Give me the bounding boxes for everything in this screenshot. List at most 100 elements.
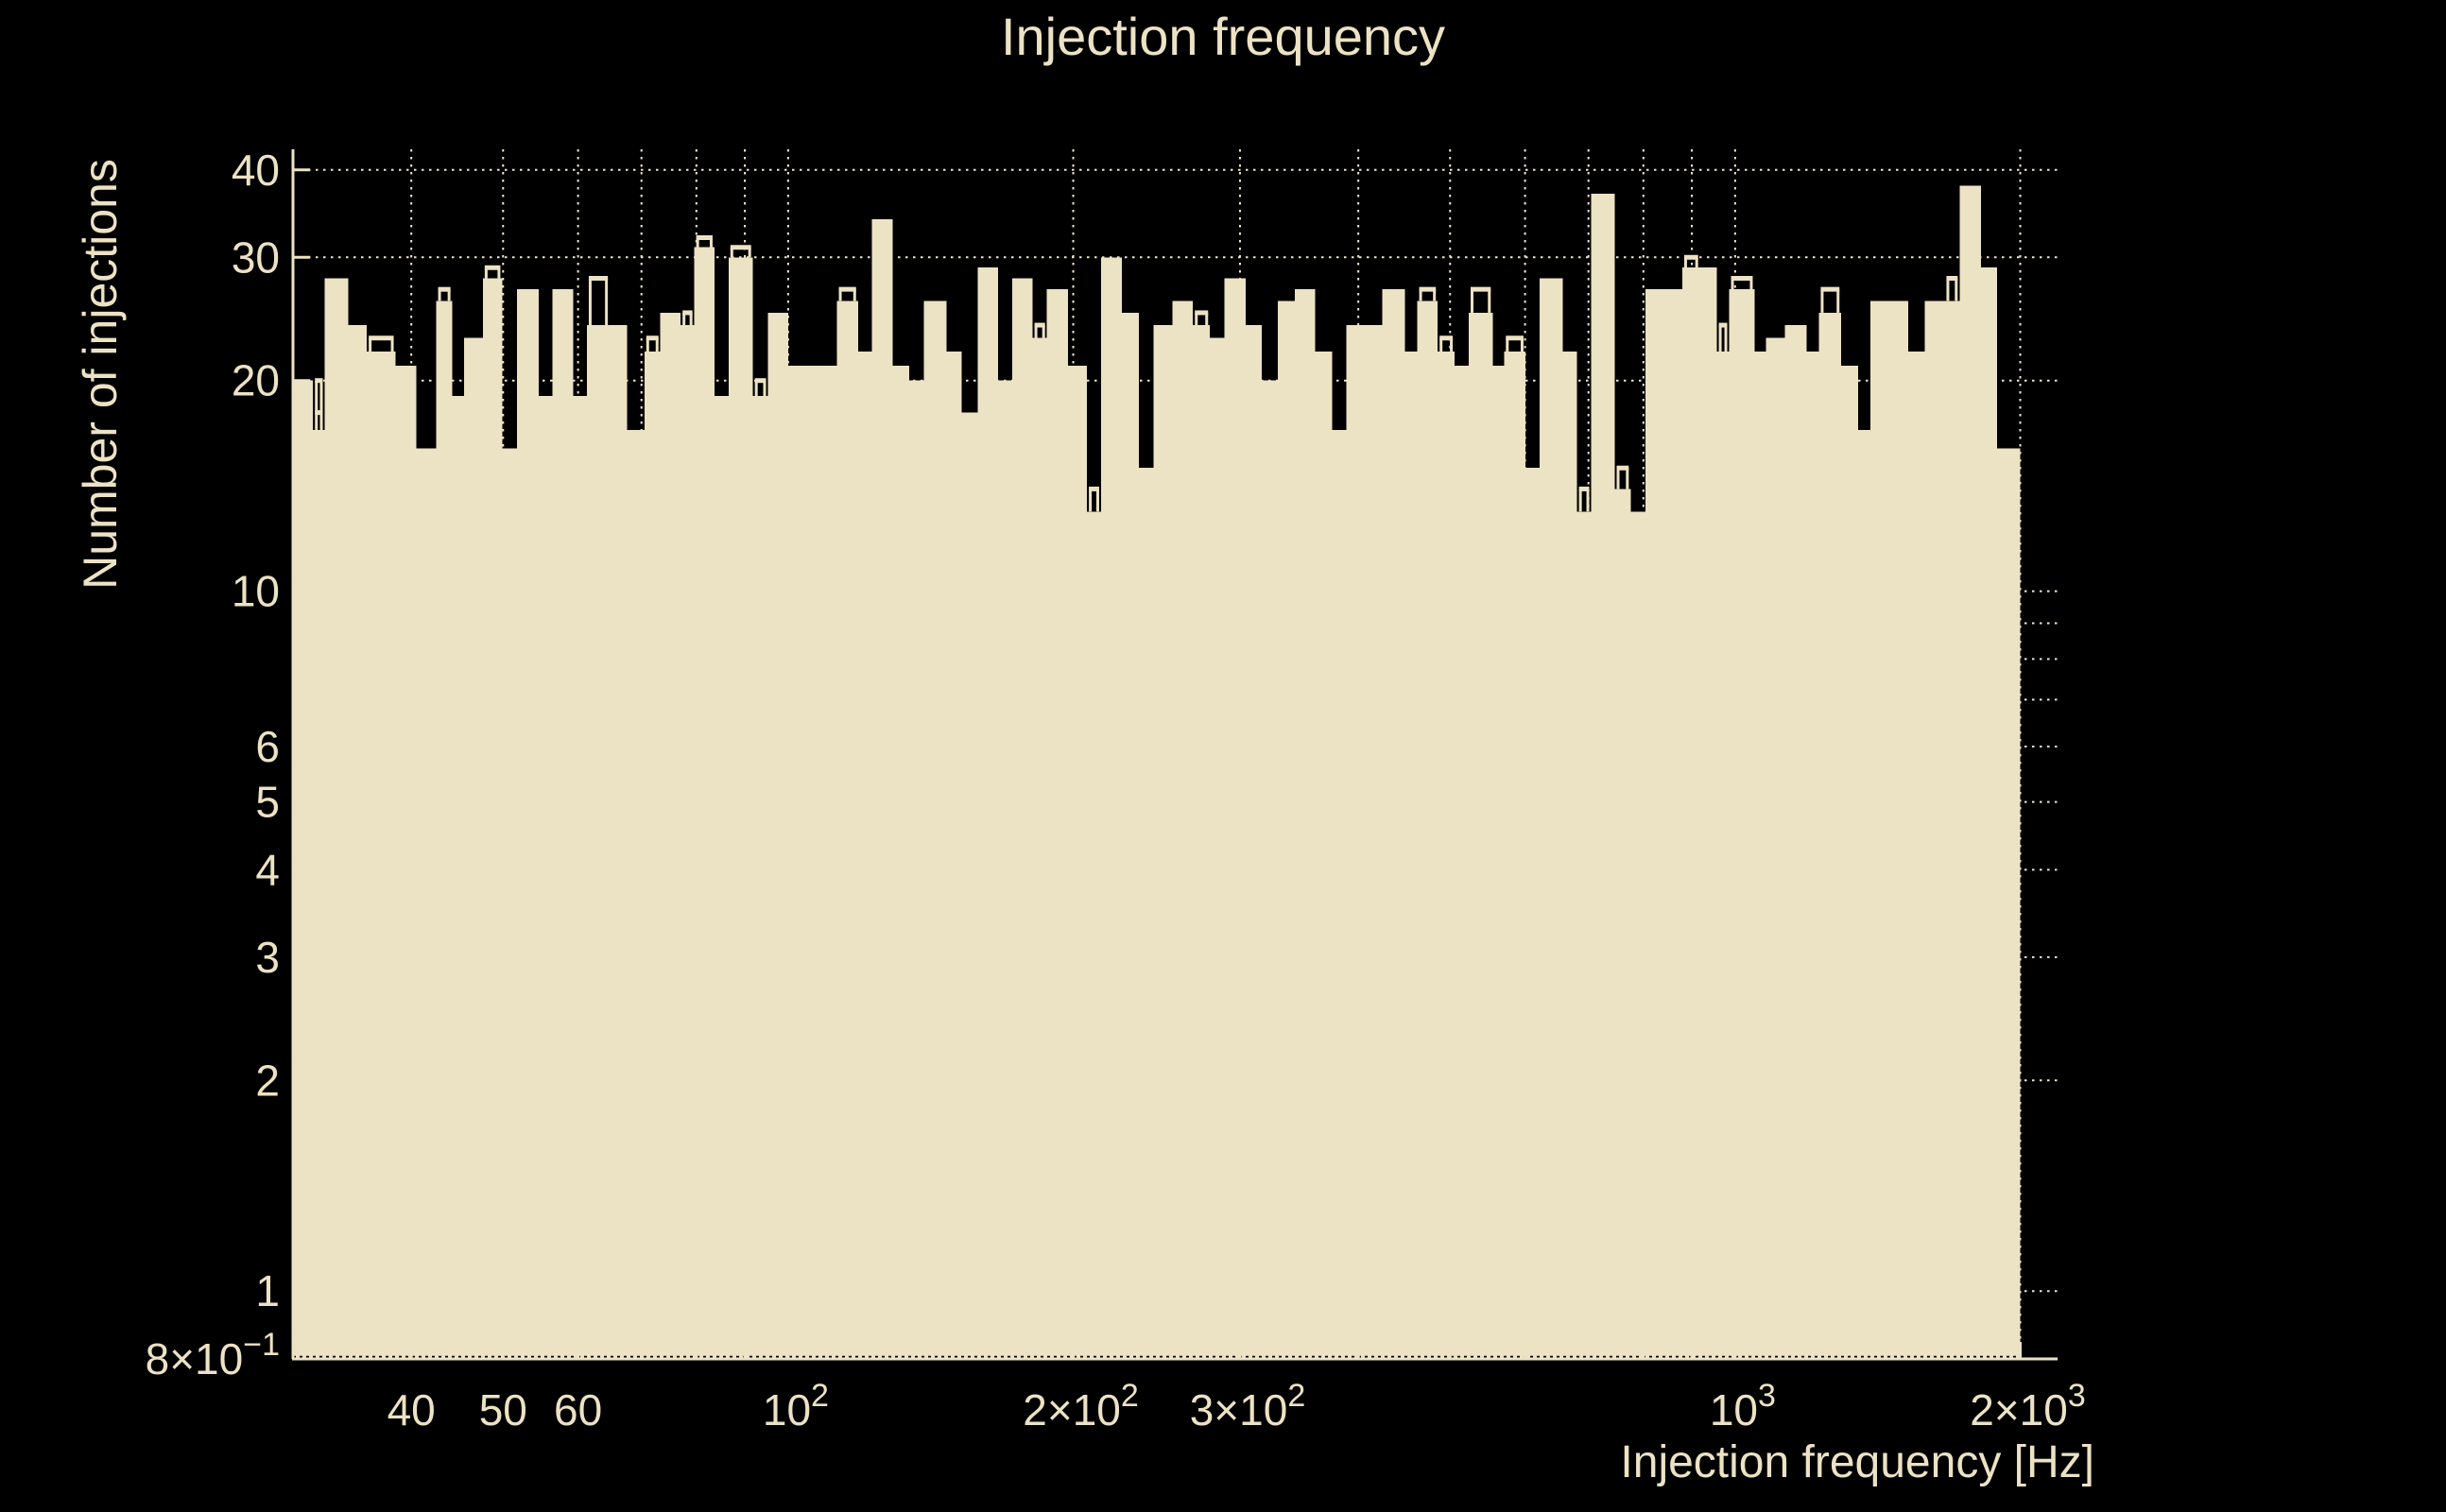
histogram-bar [787, 366, 837, 1359]
histogram-bar [1404, 352, 1418, 1359]
histogram-bar [1277, 301, 1295, 1359]
histogram-bar [1524, 468, 1540, 1359]
histogram-bar [1504, 352, 1525, 1359]
histogram-bar [1332, 429, 1347, 1359]
histogram-bar [1172, 301, 1194, 1359]
histogram-bar [464, 337, 483, 1360]
histogram-bar [1193, 325, 1211, 1360]
y-tick-label: 40 [232, 146, 280, 195]
histogram-bar [367, 352, 396, 1359]
histogram-bar [1261, 380, 1278, 1360]
histogram-bar [1346, 325, 1383, 1360]
histogram-bar [1246, 325, 1262, 1360]
histogram-bar [416, 448, 437, 1360]
x-tick-label: 2×103 [1970, 1378, 2086, 1435]
histogram-bar [871, 219, 893, 1360]
histogram-bar [1699, 267, 1717, 1359]
x-tick-label: 103 [1710, 1378, 1776, 1435]
histogram-bar [660, 312, 681, 1360]
histogram-bar [923, 301, 947, 1359]
histogram-bar [586, 325, 611, 1360]
tick-marks [293, 168, 2023, 1361]
histogram-bar [1944, 301, 1960, 1359]
histogram-bar [1294, 289, 1316, 1360]
histogram-bar [627, 429, 645, 1359]
histogram-bar [552, 289, 574, 1360]
histogram-bar [977, 267, 999, 1359]
y-tick-label: 1 [255, 1266, 280, 1315]
histogram-bar [1818, 312, 1842, 1360]
histogram-bar [946, 352, 962, 1359]
histogram-bar [1153, 325, 1173, 1360]
x-tick-label: 2×102 [1023, 1378, 1139, 1435]
histogram-bar [1841, 366, 1859, 1359]
histogram-bar [961, 412, 978, 1359]
histogram-bar [573, 396, 587, 1359]
histogram-bar [1087, 511, 1101, 1359]
histogram-bar [1224, 278, 1247, 1360]
histogram-bar [892, 366, 910, 1359]
histogram-bar [1468, 312, 1493, 1360]
histogram-bar [538, 396, 553, 1359]
y-tick-label: 30 [232, 232, 280, 282]
histogram-bar [1100, 257, 1123, 1360]
histogram-bar [1766, 337, 1785, 1360]
histogram-bar [857, 352, 872, 1359]
histogram-bar [1139, 468, 1154, 1359]
histogram-bar [1858, 429, 1870, 1359]
x-tick-label: 102 [763, 1378, 829, 1435]
y-tick-label: 20 [232, 356, 280, 405]
histogram-bar [680, 325, 695, 1360]
axes [291, 149, 2058, 1361]
histogram-bar [452, 396, 465, 1359]
histogram-bar [1907, 352, 1925, 1359]
histogram-bar [909, 380, 924, 1360]
histogram-bar [644, 352, 661, 1359]
histogram-bar [1417, 301, 1438, 1359]
histogram-bar [1630, 511, 1646, 1359]
y-axis-title: Number of injections [74, 159, 127, 590]
histogram-bar [1032, 337, 1047, 1360]
histogram-bar [395, 366, 417, 1359]
x-tick-labels: 40 50 60 102 2×102 3×102 103 2×103 [388, 1378, 2086, 1435]
histogram-bar [1729, 289, 1755, 1360]
histogram-bar [1382, 289, 1405, 1360]
histogram-bar [1438, 352, 1456, 1359]
histogram-bar [1959, 185, 1981, 1360]
y-tick-label: 4 [255, 845, 280, 894]
histogram-bar [436, 301, 453, 1359]
histogram-bar [714, 396, 729, 1359]
histogram-bars [293, 185, 2021, 1360]
histogram-bar [1210, 337, 1225, 1360]
histogram-bar [1315, 352, 1333, 1359]
histogram-bar [694, 247, 715, 1359]
histogram-bar [1681, 267, 1700, 1359]
histogram-bar [1784, 325, 1807, 1360]
x-axis-title: Injection frequency [Hz] [1620, 1437, 2094, 1487]
x-tick-label: 40 [388, 1385, 436, 1435]
histogram-bar [1067, 366, 1088, 1359]
histogram-bar [502, 448, 517, 1360]
histogram-bar [1806, 352, 1819, 1359]
y-tick-label: 8×10−1 [146, 1327, 280, 1383]
histogram-bar [1455, 366, 1469, 1359]
histogram-bar [1046, 289, 1068, 1360]
histogram-bar [324, 278, 349, 1360]
x-tick-label: 3×102 [1190, 1378, 1306, 1435]
histogram-bar [1869, 301, 1908, 1359]
histogram-caps [315, 235, 1958, 512]
histogram-bar [1122, 312, 1140, 1360]
chart-title: Injection frequency [1000, 7, 1446, 66]
histogram-bar [998, 380, 1013, 1360]
histogram-bar [767, 312, 788, 1360]
y-tick-label: 3 [255, 933, 280, 982]
histogram-bar [1492, 366, 1505, 1359]
histogram-bar [1614, 489, 1631, 1359]
y-tick-label: 10 [232, 567, 280, 616]
histogram-bar [1924, 301, 1945, 1359]
histogram-bar [1562, 352, 1577, 1359]
y-tick-label: 6 [255, 722, 280, 771]
histogram-bar [516, 289, 539, 1360]
